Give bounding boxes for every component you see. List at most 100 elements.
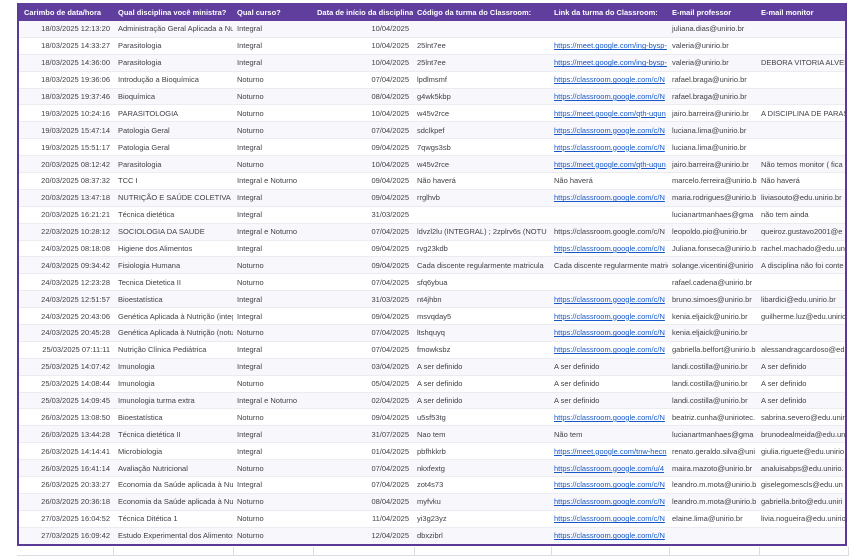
- cell-class-link: A ser definido: [550, 392, 668, 410]
- cell-start-date: 10/04/2025: [313, 37, 413, 55]
- cell-monitor-email: liviasouto@edu.unirio.br: [757, 189, 846, 207]
- cell-course: Integral: [233, 240, 313, 258]
- cell-class-link: Não haverá: [550, 172, 668, 190]
- classroom-link[interactable]: https://meet.google.com/ing-bysp-: [554, 41, 667, 51]
- cell-timestamp: 18/03/2025 12:13:20: [18, 21, 114, 38]
- classroom-link[interactable]: https://classroom.google.com/c/N: [554, 311, 665, 321]
- cell-professor-email: jairo.barreira@unirio.br: [668, 104, 757, 123]
- cell-professor-email: rafael.braga@unirio.br: [668, 88, 757, 106]
- classroom-link[interactable]: https://classroom.google.com/c/N: [554, 328, 665, 338]
- classroom-link[interactable]: https://classroom.google.com/c/N: [554, 193, 665, 203]
- classroom-link[interactable]: https://classroom.google.com/c/N: [554, 497, 665, 507]
- classroom-link[interactable]: https://meet.google.com/qth-uqun: [554, 159, 666, 169]
- cell-discipline: Parasitologia: [114, 155, 233, 174]
- classroom-link[interactable]: https://classroom.google.com/c/N: [554, 531, 665, 541]
- classroom-link[interactable]: https://classroom.google.com/c/N: [554, 92, 665, 101]
- cell-start-date: 10/04/2025: [313, 104, 413, 123]
- cell-start-date: 08/04/2025: [313, 88, 413, 106]
- cell-discipline: Genética Aplicada à Nutrição (integ: [114, 307, 233, 326]
- classroom-link[interactable]: https://classroom.google.com/c/N: [554, 244, 665, 254]
- cell-monitor-email: Não haverá: [757, 172, 846, 190]
- grid-divider: [415, 547, 552, 555]
- cell-professor-email: maria.rodrigues@unirio.b: [668, 189, 757, 207]
- classroom-link[interactable]: https://meet.google.com/ing-bysp-: [554, 58, 667, 68]
- classroom-link[interactable]: https://meet.google.com/tnw-hecn: [554, 446, 667, 456]
- classroom-link[interactable]: https://classroom.google.com/c/N: [554, 412, 665, 422]
- cell-class-link: https://classroom.google.com/c/N: [550, 307, 668, 326]
- cell-start-date: 12/04/2025: [313, 527, 413, 546]
- classroom-link[interactable]: https://classroom.google.com/c/N: [554, 75, 665, 85]
- cell-start-date: 31/07/2025: [313, 425, 413, 444]
- cell-monitor-email: A ser definido: [757, 358, 846, 376]
- classroom-link[interactable]: https://classroom.google.com/c/N: [554, 142, 665, 152]
- cell-timestamp: 26/03/2025 20:33:27: [18, 476, 114, 494]
- cell-professor-email: Juliana.fonseca@unirio.b: [668, 240, 757, 258]
- cell-start-date: 02/04/2025: [313, 392, 413, 410]
- col-header-start-date: Data de início da disciplina: [313, 3, 413, 21]
- cell-start-date: 07/04/2025: [313, 71, 413, 89]
- col-header-class-link: Link da turma do Classroom:: [550, 3, 668, 21]
- cell-discipline: Tecnica Dietetica II: [114, 273, 233, 292]
- cell-class-code: 25lnt7ee: [413, 37, 550, 55]
- cell-start-date: 09/04/2025: [313, 172, 413, 190]
- classroom-link[interactable]: https://classroom.google.com/u/4: [554, 463, 665, 473]
- cell-course: Integral: [233, 206, 313, 224]
- cell-discipline: Administração Geral Aplicada a Nutr: [114, 21, 233, 38]
- cell-timestamp: 20/03/2025 13:47:18: [18, 189, 114, 207]
- cell-class-link: https://classroom.google.com/c/N: [550, 223, 668, 241]
- cell-start-date: 11/04/2025: [313, 510, 413, 528]
- grid-divider: [670, 547, 760, 555]
- cell-monitor-email: A ser definido: [757, 375, 846, 393]
- cell-professor-email: leopoldo.pio@unirio.br: [668, 223, 757, 241]
- next-row-grid-lines: [17, 547, 849, 556]
- classroom-link[interactable]: https://meet.google.com/qth-uqun: [554, 108, 666, 118]
- classroom-link[interactable]: https://classroom.google.com/c/N: [554, 345, 665, 355]
- cell-timestamp: 18/03/2025 19:36:06: [18, 71, 114, 89]
- cell-discipline: Microbiologia: [114, 442, 233, 461]
- cell-course: Noturno: [233, 510, 313, 528]
- cell-discipline: NUTRIÇÃO E SAÚDE COLETIVA: [114, 189, 233, 207]
- cell-professor-email: solange.vicentini@unirio: [668, 256, 757, 275]
- cell-timestamp: 22/03/2025 10:28:12: [18, 223, 114, 241]
- cell-start-date: 09/04/2025: [313, 256, 413, 275]
- cell-class-link: https://classroom.google.com/c/N: [550, 189, 668, 207]
- cell-monitor-email: livia.nogueira@edu.unirio: [757, 510, 846, 528]
- cell-timestamp: 25/03/2025 14:08:44: [18, 375, 114, 393]
- cell-discipline: Técnica dietética II: [114, 425, 233, 444]
- grid-divider: [114, 547, 234, 555]
- classroom-link[interactable]: https://classroom.google.com/c/N: [554, 294, 665, 304]
- cell-class-code: [413, 21, 550, 38]
- cell-discipline: Higiene dos Alimentos: [114, 240, 233, 258]
- responses-table-container: Carimbo de data/hora Qual disciplina voc…: [17, 3, 847, 546]
- table-row: 27/03/2025 16:09:42 Estudo Experimental d…: [18, 527, 846, 546]
- classroom-link[interactable]: https://classroom.google.com/c/N: [554, 125, 665, 135]
- responses-table: Carimbo de data/hora Qual disciplina voc…: [17, 3, 847, 546]
- cell-monitor-email: [757, 324, 846, 342]
- cell-start-date: 10/04/2025: [313, 21, 413, 38]
- cell-monitor-email: [757, 88, 846, 106]
- cell-discipline: Nutrição Clínica Pediátrica: [114, 341, 233, 359]
- cell-professor-email: maira.mazoto@unirio.br: [668, 459, 757, 478]
- cell-monitor-email: [757, 71, 846, 89]
- cell-course: Integral: [233, 307, 313, 326]
- cell-monitor-email: sabrina.severo@edu.unir: [757, 408, 846, 427]
- cell-timestamp: 18/03/2025 14:36:00: [18, 54, 114, 72]
- classroom-link[interactable]: https://classroom.google.com/c/N: [554, 514, 665, 524]
- cell-class-link: [550, 21, 668, 38]
- cell-class-code: w45v2rce: [413, 155, 550, 174]
- cell-timestamp: 18/03/2025 19:37:46: [18, 88, 114, 106]
- cell-timestamp: 26/03/2025 14:14:41: [18, 442, 114, 461]
- cell-start-date: 09/04/2025: [313, 307, 413, 326]
- cell-course: Noturno: [233, 324, 313, 342]
- cell-professor-email: lucianartmanhaes@gma: [668, 206, 757, 224]
- cell-monitor-email: giselegomescls@edu.un: [757, 476, 846, 494]
- cell-class-link: https://classroom.google.com/c/N: [550, 240, 668, 258]
- cell-professor-email: landi.costilla@unirio.br: [668, 358, 757, 376]
- cell-class-code: rvg23kdb: [413, 240, 550, 258]
- cell-discipline: Parasitologia: [114, 37, 233, 55]
- classroom-link[interactable]: https://classroom.google.com/c/N: [554, 480, 665, 490]
- cell-class-code: u5sf53tg: [413, 408, 550, 427]
- table-row: 26/03/2025 14:14:41 Microbiologia Integral…: [18, 442, 846, 461]
- table-row: 18/03/2025 14:36:00 Parasitologia Integral…: [18, 54, 846, 72]
- cell-start-date: 07/04/2025: [313, 476, 413, 494]
